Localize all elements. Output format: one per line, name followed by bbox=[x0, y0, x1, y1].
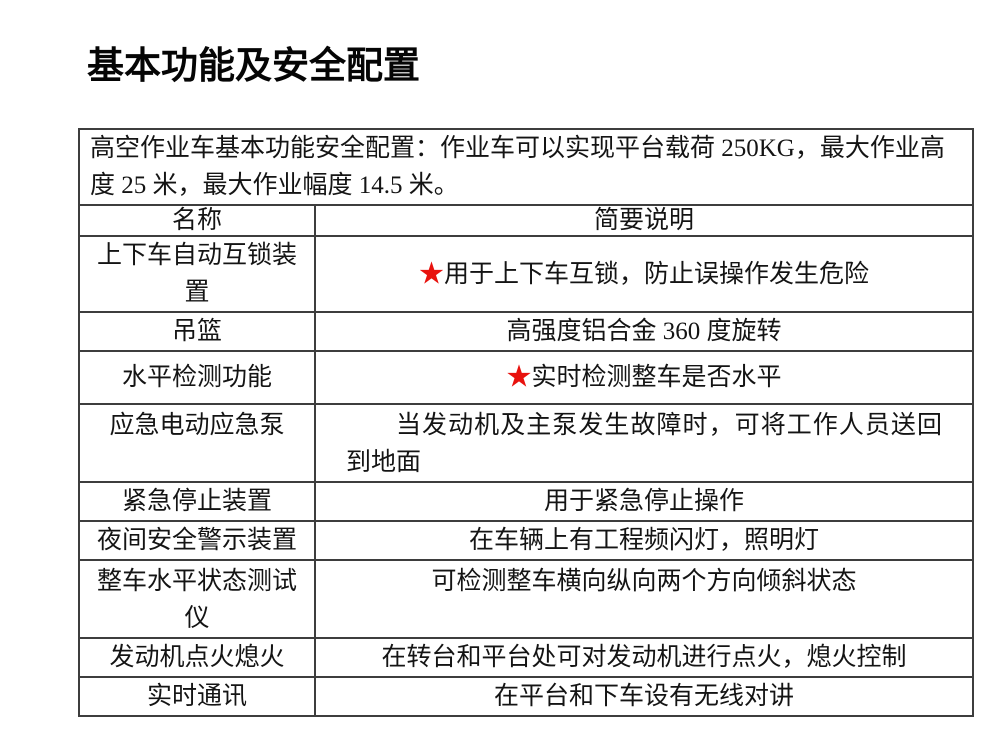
row-desc-text: 实时检测整车是否水平 bbox=[531, 364, 782, 391]
row-name: 吊篮 bbox=[78, 311, 316, 352]
spec-table: 高空作业车基本功能安全配置：作业车可以实现平台载荷 250KG，最大作业高度 2… bbox=[78, 128, 974, 717]
table-row: 上下车自动互锁装置 ★用于上下车互锁，防止误操作发生危险 bbox=[78, 235, 974, 313]
table-row: 紧急停止装置 用于紧急停止操作 bbox=[78, 481, 974, 522]
table-header-row: 名称 简要说明 bbox=[78, 204, 974, 237]
row-name: 应急电动应急泵 bbox=[78, 403, 316, 483]
row-desc: ★实时检测整车是否水平 bbox=[314, 350, 974, 405]
row-name: 整车水平状态测试仪 bbox=[78, 559, 316, 639]
row-desc: ★用于上下车互锁，防止误操作发生危险 bbox=[314, 235, 974, 313]
table-row: 夜间安全警示装置 在车辆上有工程频闪灯，照明灯 bbox=[78, 520, 974, 561]
row-name: 实时通讯 bbox=[78, 676, 316, 717]
table-row: 应急电动应急泵 当发动机及主泵发生故障时，可将工作人员送回到地面 bbox=[78, 403, 974, 483]
row-desc-text: 在平台和下车设有无线对讲 bbox=[314, 676, 974, 717]
star-icon: ★ bbox=[418, 260, 444, 288]
row-name: 上下车自动互锁装置 bbox=[78, 235, 316, 313]
row-name: 紧急停止装置 bbox=[78, 481, 316, 522]
row-desc-text: 用于上下车互锁，防止误操作发生危险 bbox=[444, 260, 870, 288]
row-desc-text: 当发动机及主泵发生故障时，可将工作人员送回到地面 bbox=[314, 403, 974, 483]
row-name: 水平检测功能 bbox=[78, 350, 316, 405]
page-title: 基本功能及安全配置 bbox=[87, 45, 420, 86]
row-name: 夜间安全警示装置 bbox=[78, 520, 316, 561]
star-icon: ★ bbox=[506, 364, 532, 391]
row-desc-text: 用于紧急停止操作 bbox=[314, 481, 974, 522]
row-desc-text: 可检测整车横向纵向两个方向倾斜状态 bbox=[314, 559, 974, 639]
table-row: 发动机点火熄火 在转台和平台处可对发动机进行点火，熄火控制 bbox=[78, 637, 974, 678]
table-row: 吊篮 高强度铝合金 360 度旋转 bbox=[78, 311, 974, 352]
row-name: 发动机点火熄火 bbox=[78, 637, 316, 678]
table-intro-row: 高空作业车基本功能安全配置：作业车可以实现平台载荷 250KG，最大作业高度 2… bbox=[78, 128, 974, 206]
table-intro-text: 高空作业车基本功能安全配置：作业车可以实现平台载荷 250KG，最大作业高度 2… bbox=[78, 128, 974, 206]
row-desc-text: 在车辆上有工程频闪灯，照明灯 bbox=[314, 520, 974, 561]
row-desc-text: 高强度铝合金 360 度旋转 bbox=[314, 311, 974, 352]
table-row: 水平检测功能 ★实时检测整车是否水平 bbox=[78, 350, 974, 405]
column-header-name: 名称 bbox=[78, 204, 316, 237]
table-row: 整车水平状态测试仪 可检测整车横向纵向两个方向倾斜状态 bbox=[78, 559, 974, 639]
column-header-desc: 简要说明 bbox=[314, 204, 974, 237]
row-desc-text: 在转台和平台处可对发动机进行点火，熄火控制 bbox=[314, 637, 974, 678]
table-row: 实时通讯 在平台和下车设有无线对讲 bbox=[78, 676, 974, 717]
